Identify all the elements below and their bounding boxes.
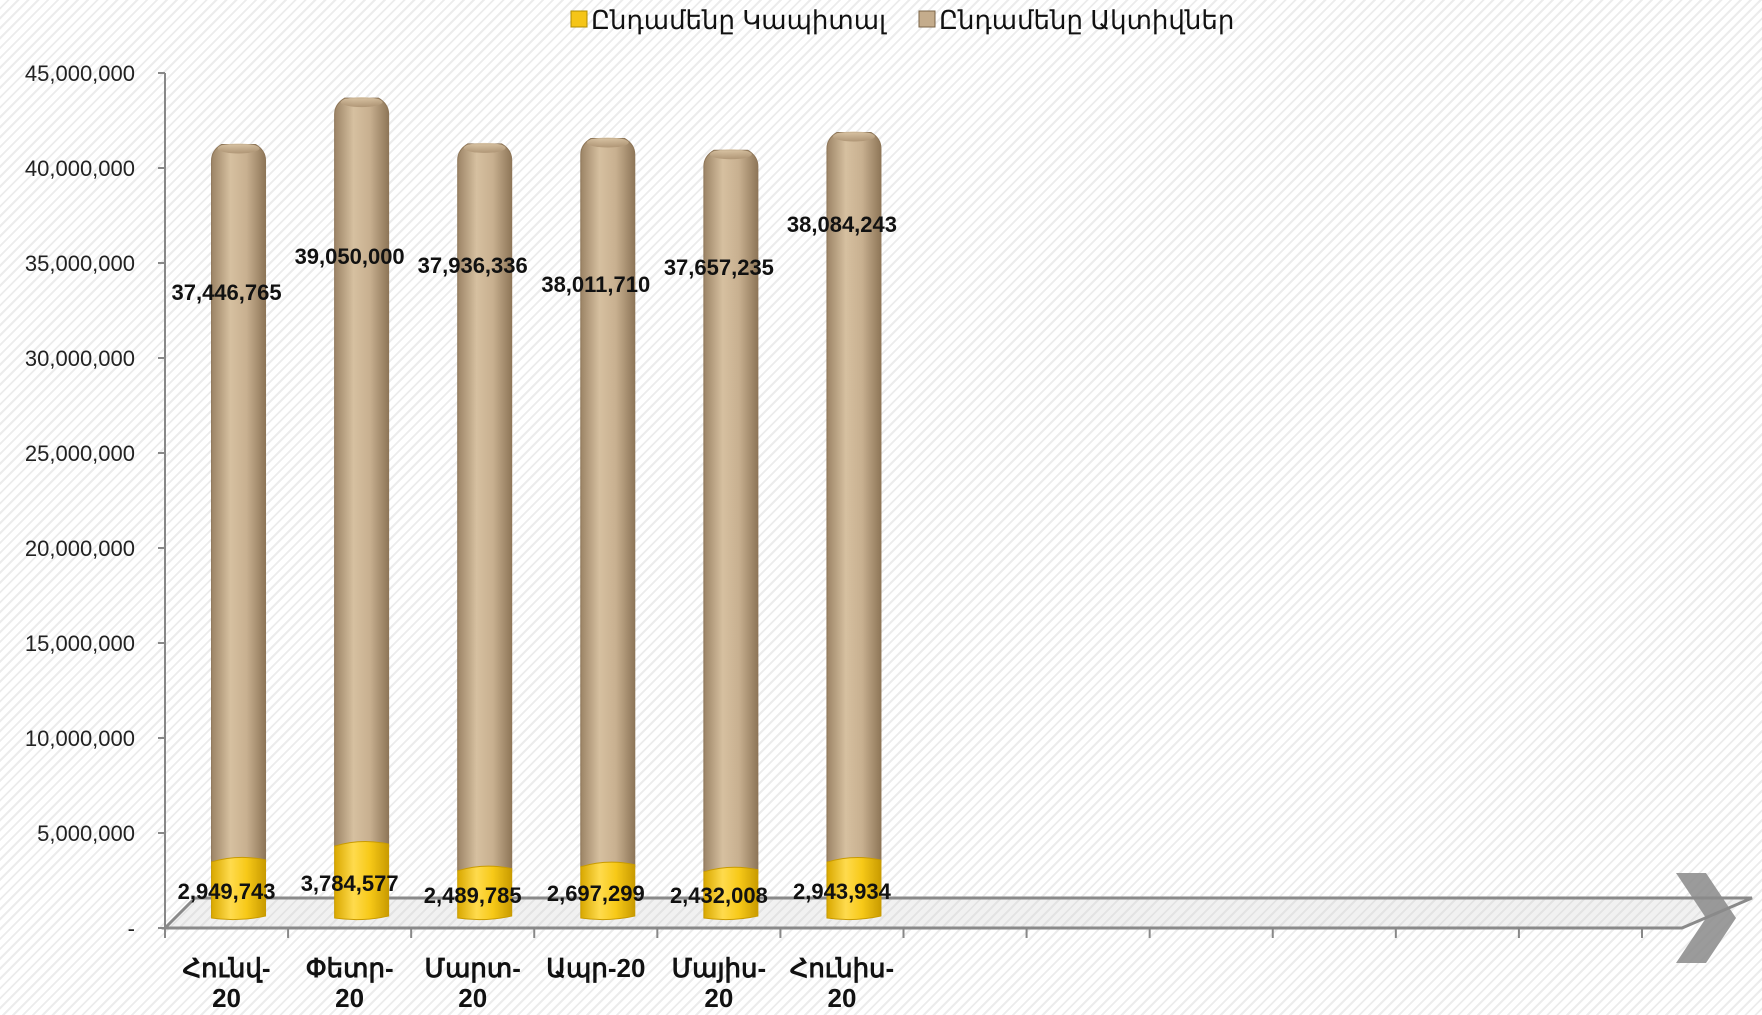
data-label-capital: 2,943,934	[793, 879, 892, 904]
bar-capital	[334, 841, 390, 921]
bar-assets-top	[463, 142, 506, 153]
data-label-capital: 3,784,577	[301, 871, 399, 896]
bar-assets	[334, 97, 390, 847]
bar-assets	[457, 143, 513, 872]
x-category-label-line: 20	[704, 983, 733, 1013]
data-label-assets: 38,011,710	[541, 272, 650, 297]
x-category-label: Հունիս-20	[790, 953, 894, 1013]
bar-capital	[211, 856, 267, 921]
bar-capital	[826, 857, 882, 921]
x-category-label-line: 20	[458, 983, 487, 1013]
bar-capital	[457, 865, 513, 921]
bar-assets	[703, 149, 759, 873]
x-category-label-line: Փետր-	[306, 953, 394, 983]
x-category-label: Փետր-20	[306, 953, 394, 1013]
data-label-capital: 2,432,008	[670, 883, 768, 908]
x-category-label: Մայիս-20	[672, 953, 767, 1013]
legend-item-capital: Ընդամենը Կապիտալ	[570, 5, 887, 35]
y-tick-label: 30,000,000	[25, 346, 135, 371]
y-tick-label: 25,000,000	[25, 441, 135, 466]
bar-assets-top	[586, 137, 629, 148]
y-tick-label: 5,000,000	[37, 821, 135, 846]
legend-label-assets: Ընդամենը Ակտիվներ	[939, 5, 1234, 35]
data-label-assets: 39,050,000	[295, 244, 405, 269]
data-label-capital: 2,489,785	[424, 883, 522, 908]
bar-capital	[580, 861, 636, 921]
bar-assets-top	[217, 143, 260, 154]
data-label-assets: 38,084,243	[787, 212, 897, 237]
y-tick-label: 40,000,000	[25, 156, 135, 181]
x-category-label: Ապր-20	[546, 953, 645, 983]
data-label-assets: 37,657,235	[664, 255, 774, 280]
data-label-assets: 37,936,336	[418, 253, 528, 278]
y-tick-label: 10,000,000	[25, 726, 135, 751]
data-label-capital: 2,949,743	[178, 879, 276, 904]
x-category-label-line: 20	[212, 983, 241, 1013]
x-category-label-line: 20	[827, 983, 856, 1013]
legend-swatch-assets	[918, 10, 936, 28]
bar-assets-top	[709, 149, 752, 160]
bar-assets-top	[832, 131, 875, 142]
data-label-capital: 2,697,299	[547, 881, 645, 906]
x-category-label-line: Ապր-20	[546, 953, 645, 983]
bars	[211, 97, 882, 921]
legend-item-assets: Ընդամենը Ակտիվներ	[918, 5, 1234, 35]
x-category-label-line: Մարտ-	[425, 953, 521, 983]
y-tick-label: 45,000,000	[25, 61, 135, 86]
chevron-arrow-icon	[1676, 873, 1736, 963]
legend-swatch-capital	[570, 10, 588, 28]
x-category-label: Մարտ-20	[425, 953, 521, 1013]
bar-assets	[211, 143, 267, 863]
x-category-label-line: Մայիս-	[672, 953, 767, 983]
y-tick-label: 15,000,000	[25, 631, 135, 656]
bar-capital	[703, 866, 759, 921]
bar-assets	[580, 138, 636, 868]
x-category-label-line: Հունվ-	[183, 953, 271, 983]
x-category-label: Հունվ-20	[183, 953, 271, 1013]
x-category-label-line: 20	[335, 983, 364, 1013]
y-tick-label: -	[128, 916, 135, 941]
data-label-assets: 37,446,765	[171, 280, 281, 305]
data-labels: 37,446,765 2,949,743 39,050,000 3,784,577 37…	[171, 212, 897, 908]
legend-label-capital: Ընդամենը Կապիտալ	[591, 5, 887, 35]
floor-plane	[161, 896, 1753, 930]
y-tick-label: 35,000,000	[25, 251, 135, 276]
y-tick-label: 20,000,000	[25, 536, 135, 561]
x-category-label-line: Հունիս-	[790, 953, 894, 983]
bar-assets-top	[340, 97, 383, 108]
bar-assets	[826, 131, 882, 863]
axes: - 5,000,000 10,000,000 15,000,000 20,000,000…	[25, 61, 1753, 941]
legend: Ընդամենը Կապիտալ Ընդամենը Ակտիվներ	[570, 5, 1234, 35]
